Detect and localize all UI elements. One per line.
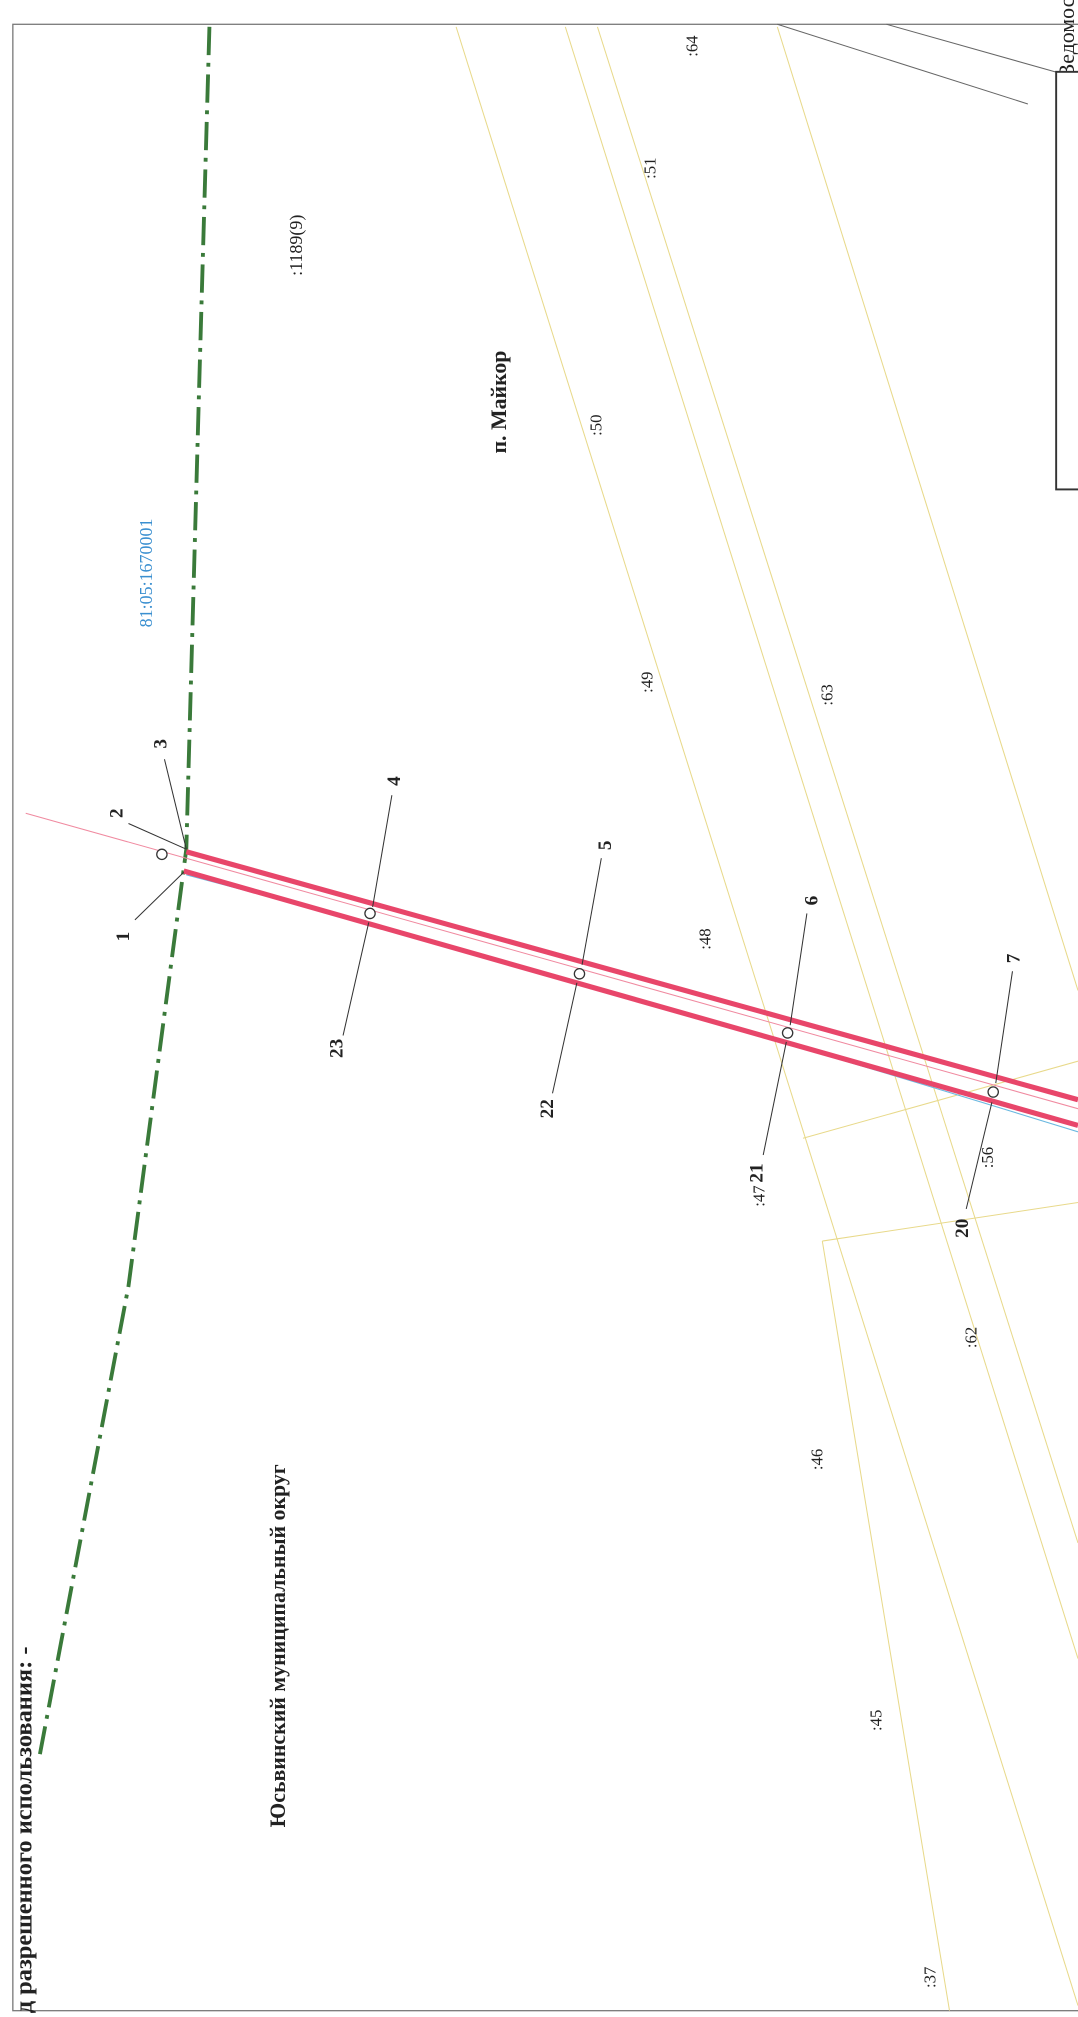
legend-box (1055, 70, 1078, 491)
point-number: 21 (746, 1163, 767, 1182)
edge-line (886, 23, 1078, 79)
leader-lines (128, 759, 1013, 1210)
point-number: 22 (537, 1099, 558, 1118)
axis-line (25, 812, 1078, 1110)
point-number: 7 (1003, 953, 1024, 963)
parcel-number: :46 (807, 1449, 826, 1470)
settlement-label: п. Майкор (487, 351, 511, 454)
blue-line (186, 874, 1078, 1133)
parcel-number: :37 (920, 1967, 939, 1988)
point-number: 1 (113, 932, 134, 942)
point-number: 6 (802, 895, 823, 905)
parcel-number: :47 (749, 1185, 768, 1206)
legend-title: Ведомость координат МСК-59 (1055, 0, 1078, 78)
quarter-boundary (36, 26, 212, 1762)
corridor-border (183, 868, 1078, 1128)
parcel-label: :1189(9) (286, 215, 307, 276)
edge-line (777, 23, 1029, 105)
parcel-number: :56 (978, 1147, 997, 1168)
header: д разрешенного использования: - (10, 1647, 37, 2014)
point-markers (156, 848, 999, 1098)
point-number: 2 (107, 808, 128, 818)
parcel-number: :50 (586, 415, 605, 436)
point-number: 3 (150, 739, 171, 749)
quarter-label: 81:05:1670001 (136, 519, 156, 628)
point-number: 5 (595, 841, 616, 851)
point-number: 20 (952, 1219, 973, 1238)
parcel-number: :64 (683, 35, 702, 57)
parcel-number: :49 (638, 671, 657, 692)
corridor-border (185, 849, 1078, 1103)
parcel-number: :45 (866, 1710, 885, 1731)
frame (12, 23, 1078, 2012)
parcel-number: :48 (696, 928, 715, 949)
parcel-number: :51 (640, 158, 659, 179)
parcel-number: :63 (818, 684, 837, 705)
parcel-lines (455, 26, 1078, 2011)
parcel-number: :62 (961, 1327, 980, 1348)
district-label: Юсьвинский муниципальный округ (266, 1464, 290, 1827)
point-number: 4 (384, 776, 405, 786)
point-number: 23 (326, 1039, 347, 1058)
